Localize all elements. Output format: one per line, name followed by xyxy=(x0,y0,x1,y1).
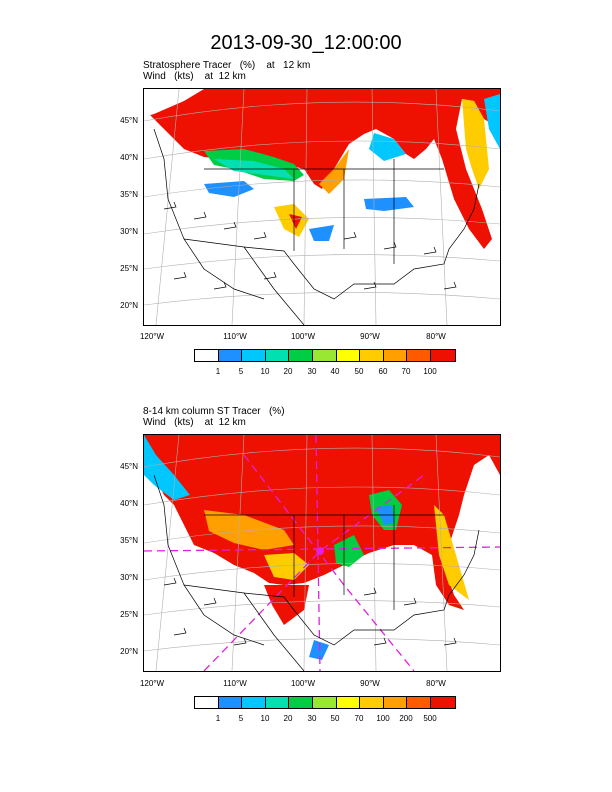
p2-lat-label-20: 20°N xyxy=(120,647,138,656)
p1-colorbar-swatch xyxy=(289,350,313,361)
p2-colorbar-swatch xyxy=(242,697,266,708)
p2-colorbar-label: 1 xyxy=(215,714,221,723)
p2-colorbar-label: 10 xyxy=(260,714,270,723)
panel2-colorbar xyxy=(194,696,456,709)
p1-colorbar-label: 20 xyxy=(283,367,293,376)
p2-colorbar-label: 200 xyxy=(399,714,413,723)
p1-colorbar-swatch xyxy=(218,350,243,361)
p1-lat-label-35: 35°N xyxy=(120,190,138,199)
p1-lat-label-25: 25°N xyxy=(120,264,138,273)
p2-lon-label-110: 110°W xyxy=(223,679,247,688)
p1-lon-label-110: 110°W xyxy=(223,332,247,341)
p2-colorbar-label: 20 xyxy=(283,714,293,723)
p1-colorbar-label: 50 xyxy=(354,367,364,376)
p2-colorbar-label: 30 xyxy=(307,714,317,723)
figure-title: 2013-09-30_12:00:00 xyxy=(210,32,402,54)
p2-lat-label-40: 40°N xyxy=(120,499,138,508)
p1-colorbar-swatch xyxy=(265,350,290,361)
panel1-title-line2: Wind (kts) at 12 km xyxy=(143,71,246,82)
p2-lon-label-120: 120°W xyxy=(139,679,165,688)
p1-colorbar-swatch xyxy=(195,350,219,361)
p1-colorbar-swatch xyxy=(242,350,266,361)
p1-lat-label-40: 40°N xyxy=(120,153,138,162)
p2-colorbar-label: 100 xyxy=(376,714,390,723)
p2-colorbar-swatch xyxy=(407,697,431,708)
p1-lon-label-120: 120°W xyxy=(139,332,165,341)
p2-colorbar-swatch xyxy=(430,697,455,708)
panel1-colorbar xyxy=(194,349,456,362)
p2-colorbar-swatch xyxy=(289,697,313,708)
p1-colorbar-swatch xyxy=(407,350,431,361)
panel2-title-line2: Wind (kts) at 12 km xyxy=(143,417,246,428)
p1-colorbar-label: 100 xyxy=(423,367,437,376)
p2-lat-label-25: 25°N xyxy=(120,610,138,619)
p1-colorbar-swatch xyxy=(430,350,455,361)
p1-colorbar-label: 5 xyxy=(238,367,244,376)
panel1-map xyxy=(143,88,501,326)
p2-lat-label-35: 35°N xyxy=(120,536,138,545)
p1-colorbar-label: 10 xyxy=(260,367,270,376)
panel2-map xyxy=(143,434,501,672)
p2-colorbar-swatch xyxy=(218,697,243,708)
p2-lon-label-80: 80°W xyxy=(426,679,446,688)
panel1-title-line1: Stratosphere Tracer (%) at 12 km xyxy=(143,60,311,71)
p2-colorbar-swatch xyxy=(265,697,290,708)
p2-colorbar-swatch xyxy=(383,697,408,708)
p1-colorbar-label: 30 xyxy=(307,367,317,376)
p2-colorbar-swatch xyxy=(336,697,361,708)
p2-colorbar-label: 70 xyxy=(354,714,364,723)
p1-lon-label-90: 90°W xyxy=(360,332,380,341)
p1-colorbar-swatch xyxy=(336,350,361,361)
p2-colorbar-label: 5 xyxy=(238,714,244,723)
p2-colorbar-label: 50 xyxy=(330,714,340,723)
p1-colorbar-label: 40 xyxy=(330,367,340,376)
p2-lat-label-45: 45°N xyxy=(120,462,138,471)
p1-colorbar-swatch xyxy=(383,350,408,361)
p1-colorbar-label: 1 xyxy=(215,367,221,376)
p1-lon-label-80: 80°W xyxy=(426,332,446,341)
p1-colorbar-label: 60 xyxy=(378,367,388,376)
p2-colorbar-swatch xyxy=(312,697,337,708)
p1-lat-label-20: 20°N xyxy=(120,301,138,310)
p2-lon-label-100: 100°W xyxy=(290,679,316,688)
p2-lat-label-30: 30°N xyxy=(120,573,138,582)
p2-colorbar-swatch xyxy=(360,697,384,708)
p1-lat-label-45: 45°N xyxy=(120,116,138,125)
p2-colorbar-swatch xyxy=(195,697,219,708)
p1-lon-label-100: 100°W xyxy=(290,332,316,341)
panel1-map-graphic xyxy=(144,89,500,325)
p2-lon-label-90: 90°W xyxy=(360,679,380,688)
p1-lat-label-30: 30°N xyxy=(120,227,138,236)
p1-colorbar-swatch xyxy=(312,350,337,361)
p1-colorbar-swatch xyxy=(360,350,384,361)
p2-colorbar-label: 500 xyxy=(423,714,437,723)
panel2-title-line1: 8-14 km column ST Tracer (%) xyxy=(143,406,285,417)
panel2-map-graphic xyxy=(144,435,500,671)
p1-colorbar-label: 70 xyxy=(401,367,411,376)
